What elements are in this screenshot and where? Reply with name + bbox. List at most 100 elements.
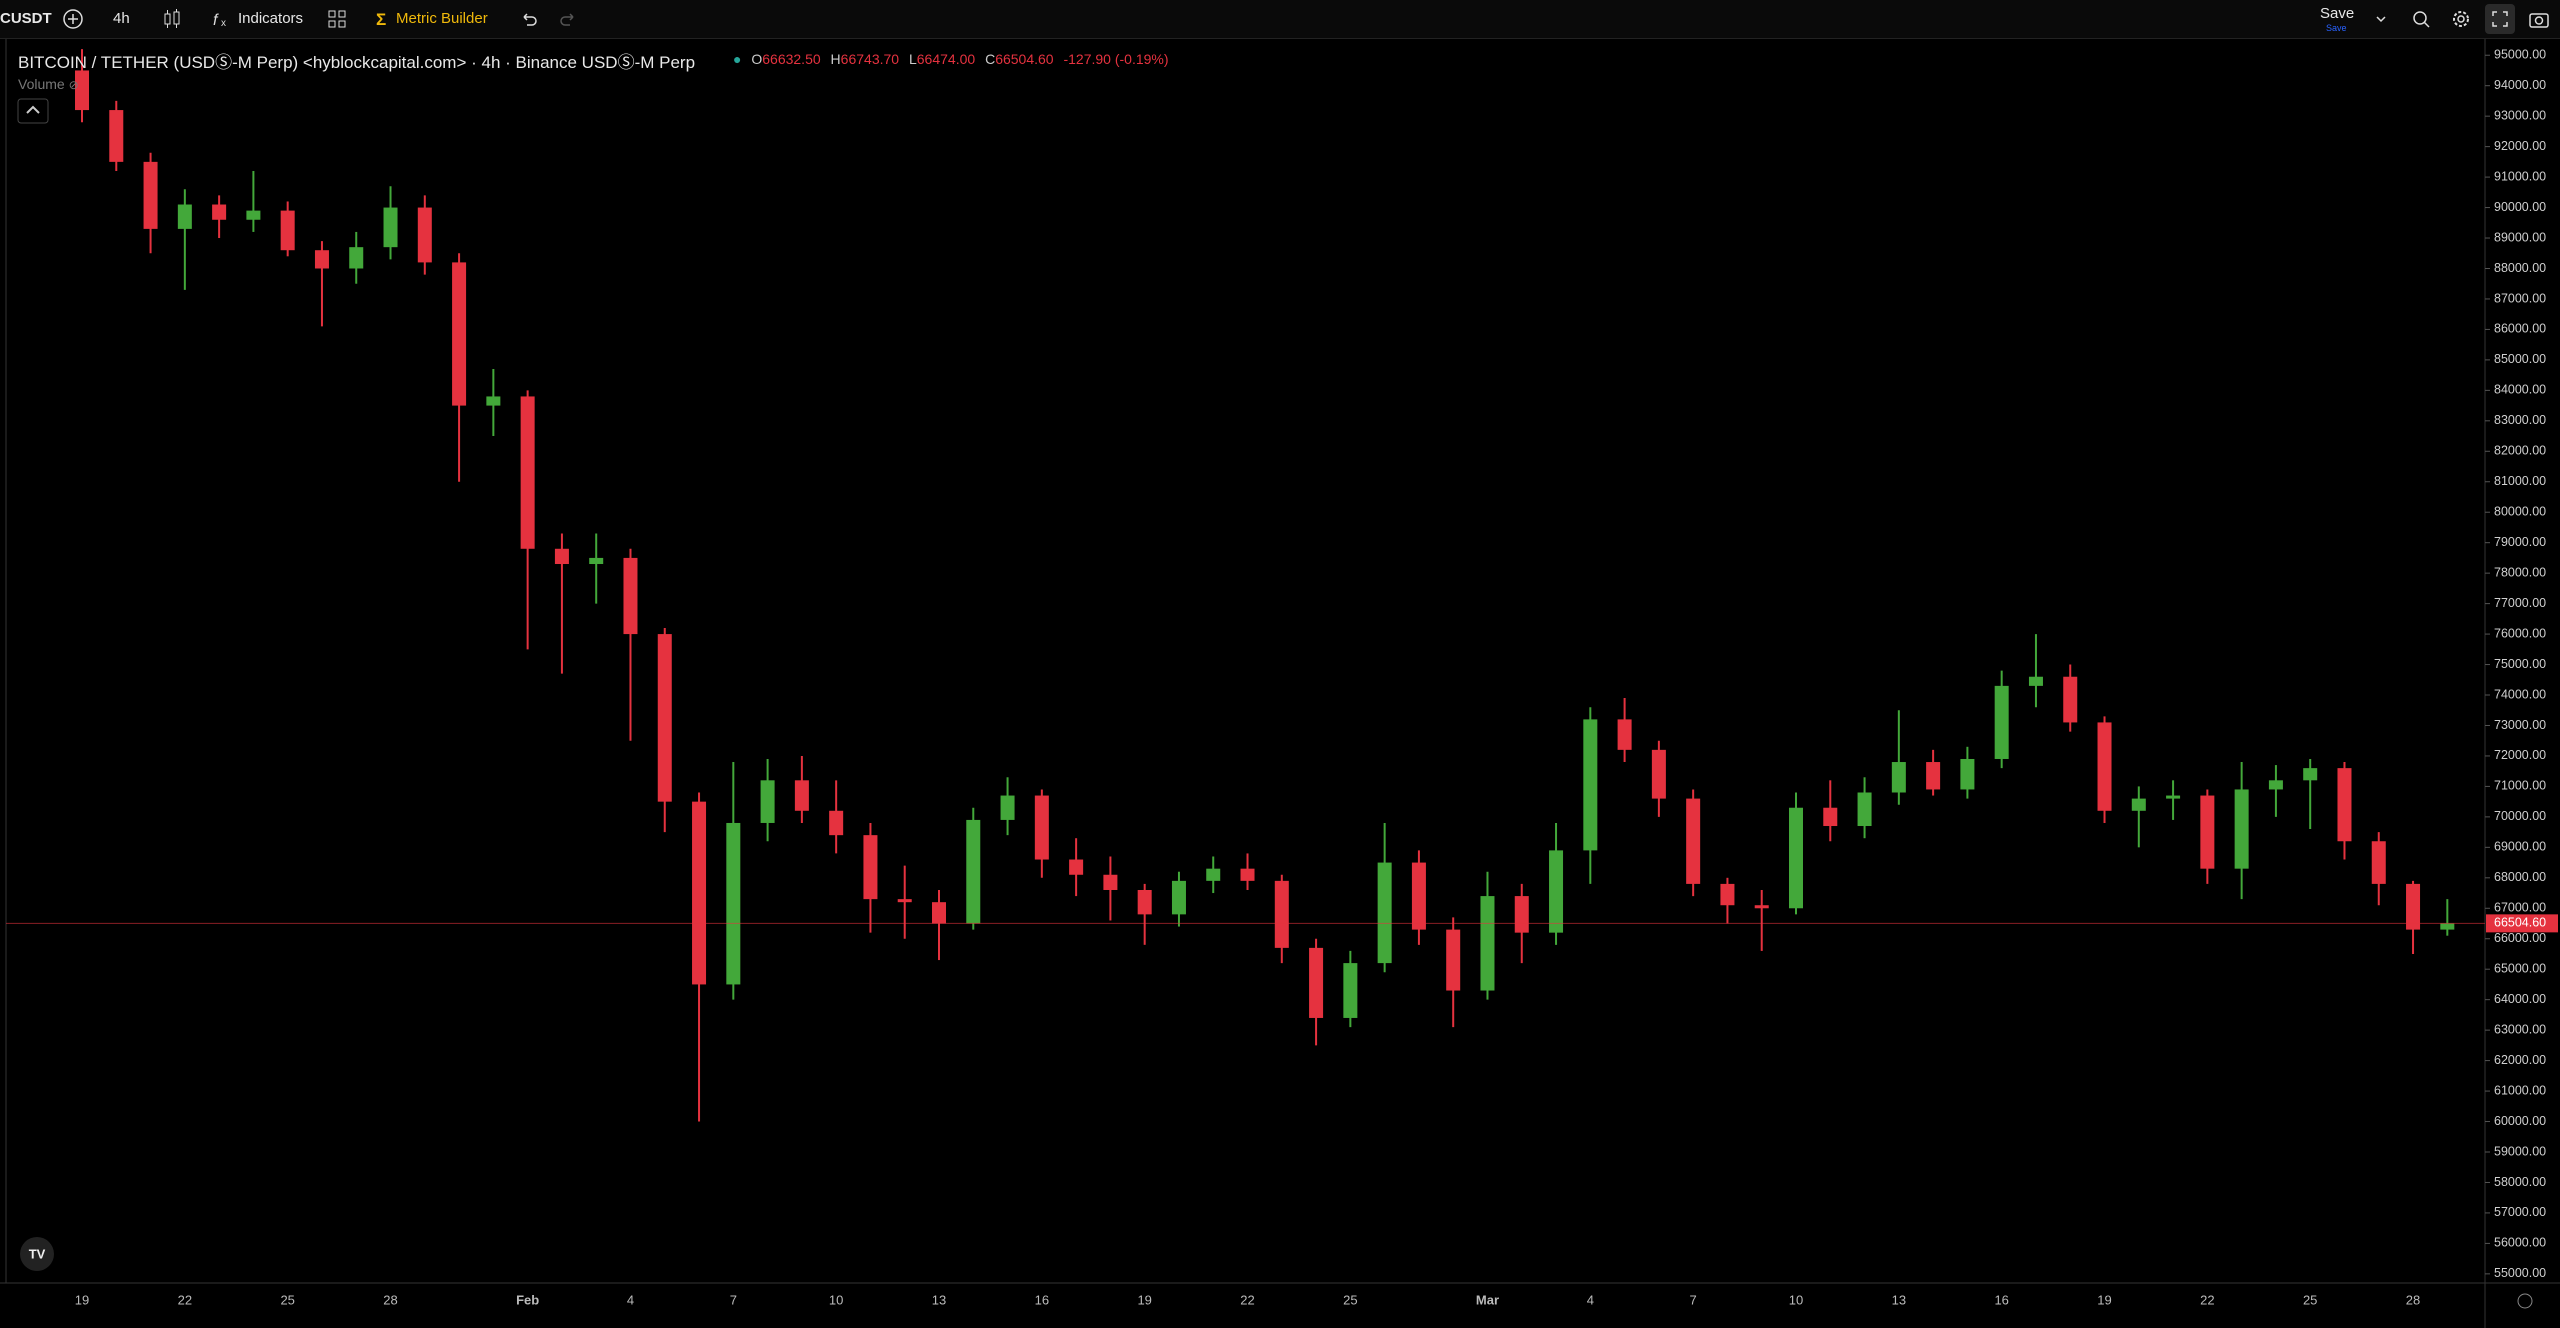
candle-body <box>1823 807 1838 827</box>
collapse-button[interactable] <box>17 98 49 124</box>
candle-body <box>486 396 501 406</box>
x-tick-label: 28 <box>2406 1292 2420 1307</box>
y-tick-label: 95000.00 <box>2494 48 2546 62</box>
settings[interactable] <box>2450 8 2472 30</box>
svg-text:f: f <box>213 12 219 29</box>
candle-body <box>1240 868 1255 881</box>
candle-body <box>2303 768 2318 781</box>
tv-logo-mark: TV <box>29 1246 46 1261</box>
candle-body <box>109 110 124 162</box>
snapshot[interactable] <box>2528 8 2550 30</box>
candle-body <box>1514 896 1529 933</box>
symbol[interactable]: CUSDT <box>0 10 52 27</box>
y-tick-label: 87000.00 <box>2494 291 2546 305</box>
metric-builder[interactable]: Metric Builder <box>396 10 488 27</box>
candle-body <box>2200 795 2215 869</box>
candle-body <box>280 210 295 251</box>
save-hint: Save <box>2326 23 2347 33</box>
y-tick-label: 89000.00 <box>2494 230 2546 244</box>
interval[interactable]: 4h <box>113 10 130 27</box>
candle-body <box>2234 789 2249 869</box>
redo[interactable] <box>557 8 579 30</box>
y-tick-label: 91000.00 <box>2494 169 2546 183</box>
y-tick-label: 92000.00 <box>2494 139 2546 153</box>
candle-body <box>2063 676 2078 723</box>
y-tick-label: 61000.00 <box>2494 1083 2546 1097</box>
save-menu[interactable] <box>2373 8 2389 30</box>
y-tick-label: 85000.00 <box>2494 352 2546 366</box>
candle-body <box>2268 780 2283 790</box>
candle-body <box>966 819 981 924</box>
candle-body <box>349 247 364 269</box>
candle-body <box>383 207 398 248</box>
add-symbol[interactable] <box>62 8 84 30</box>
candle-body <box>1926 762 1941 790</box>
candle-body <box>143 161 158 229</box>
candle-body <box>2337 768 2352 842</box>
x-tick-label: 19 <box>1137 1292 1151 1307</box>
candle-body <box>554 548 569 565</box>
candle-body <box>1206 868 1221 881</box>
y-tick-label: 69000.00 <box>2494 840 2546 854</box>
axis-settings[interactable] <box>2517 1293 2533 1309</box>
y-tick-label: 79000.00 <box>2494 535 2546 549</box>
y-tick-label: 63000.00 <box>2494 1022 2546 1036</box>
candle-body <box>623 557 638 635</box>
candle-body <box>897 899 912 903</box>
y-tick-label: 86000.00 <box>2494 322 2546 336</box>
candle-body <box>829 810 844 836</box>
y-tick-label: 60000.00 <box>2494 1114 2546 1128</box>
x-tick-label: 10 <box>829 1292 843 1307</box>
x-tick-label: 7 <box>730 1292 737 1307</box>
y-tick-label: 93000.00 <box>2494 108 2546 122</box>
hide-icon[interactable]: ⊘ <box>68 78 79 92</box>
candle-body <box>1583 719 1598 851</box>
candle-body <box>2371 841 2386 884</box>
candle-body <box>2166 795 2181 799</box>
candle-body <box>1754 905 1769 909</box>
save[interactable]: Save <box>2320 5 2355 22</box>
candle-body <box>2097 722 2112 811</box>
candle-body <box>1960 758 1975 790</box>
candle-body <box>1171 880 1186 915</box>
x-tick-label: 19 <box>75 1292 89 1307</box>
y-tick-label: 71000.00 <box>2494 779 2546 793</box>
undo[interactable] <box>518 8 540 30</box>
candle-body <box>1686 798 1701 884</box>
x-tick-label: 4 <box>627 1292 634 1307</box>
candle-body <box>692 801 707 985</box>
candle-body <box>657 634 672 802</box>
x-tick-label: 16 <box>1994 1292 2008 1307</box>
tv-logo[interactable] <box>20 1237 54 1271</box>
candle-body <box>932 902 946 924</box>
chart-style[interactable] <box>161 8 183 30</box>
y-tick-label: 88000.00 <box>2494 261 2546 275</box>
indicators[interactable]: Indicators <box>238 10 304 27</box>
candle-body <box>1720 883 1735 906</box>
candle-body <box>212 204 227 220</box>
candle-body <box>1549 850 1564 933</box>
y-tick-label: 68000.00 <box>2494 870 2546 884</box>
y-tick-label: 94000.00 <box>2494 78 2546 92</box>
y-tick-label: 70000.00 <box>2494 809 2546 823</box>
x-tick-label: 28 <box>383 1292 397 1307</box>
status-dot: ● <box>733 51 742 67</box>
candle-body <box>2028 676 2043 686</box>
volume: Volume <box>18 76 65 92</box>
layouts[interactable] <box>326 8 348 30</box>
x-tick-label: 10 <box>1789 1292 1803 1307</box>
candle-body <box>417 207 432 263</box>
x-tick-label: 13 <box>932 1292 946 1307</box>
quick-search[interactable] <box>2410 8 2432 30</box>
y-tick-label: 76000.00 <box>2494 626 2546 640</box>
y-tick-label: 74000.00 <box>2494 687 2546 701</box>
candle-body <box>1994 685 2009 759</box>
close-label: C <box>985 51 996 67</box>
fullscreen[interactable] <box>2485 4 2515 34</box>
change: -127.90 (-0.19%) <box>1063 51 1169 67</box>
candle-body <box>1411 862 1426 930</box>
y-tick-label: 84000.00 <box>2494 383 2546 397</box>
candle-body <box>1034 795 1049 860</box>
